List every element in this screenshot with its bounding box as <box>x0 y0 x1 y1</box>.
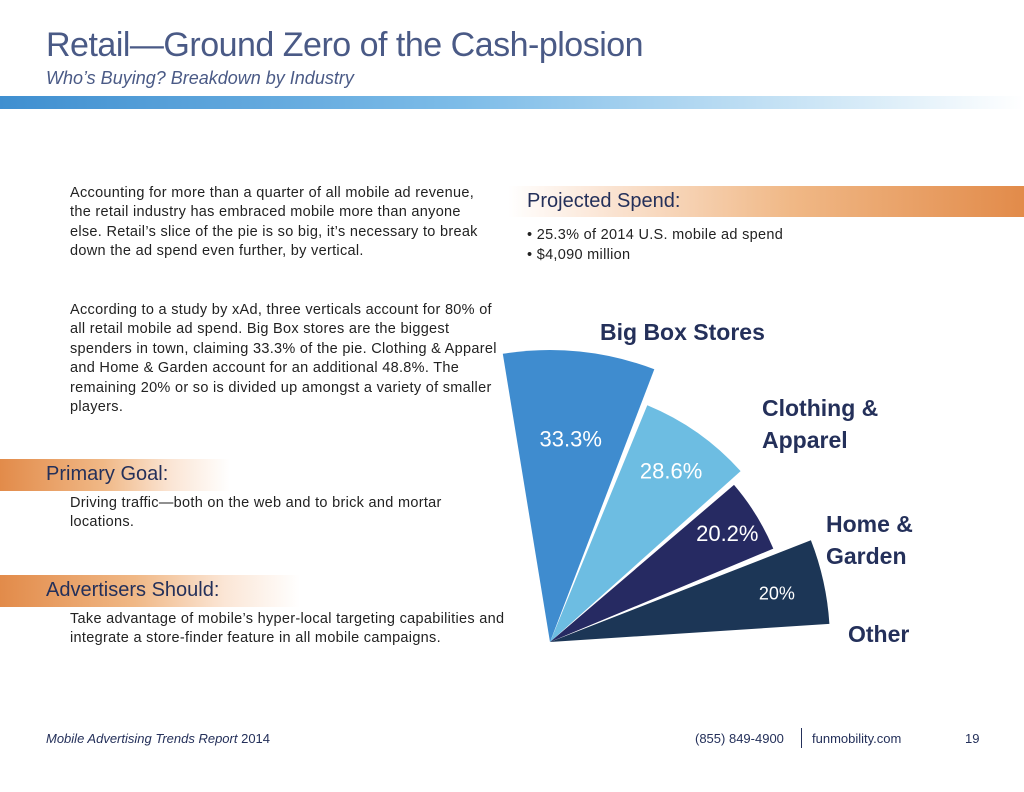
study-paragraph: According to a study by xAd, three verti… <box>70 302 497 416</box>
projected-spend-heading-bar: Projected Spend: <box>508 186 1024 217</box>
pie-value-label: 28.6% <box>640 459 702 484</box>
footer-report-title: Mobile Advertising Trends Report <box>46 731 238 746</box>
pie-slice <box>550 405 741 642</box>
pie-value-label: 33.3% <box>540 427 602 452</box>
projected-spend-heading: Projected Spend: <box>527 190 681 212</box>
footer-divider <box>801 728 802 748</box>
footer-phone: (855) 849-4900 <box>695 731 784 746</box>
pie-category-label-line: Garden <box>826 543 907 569</box>
primary-goal-text: Driving traffic—both on the web and to b… <box>70 495 442 531</box>
pie-category-label: Other <box>848 621 909 647</box>
pie-category-label-line: Other <box>848 621 909 647</box>
projected-spend-bullet: • 25.3% of 2014 U.S. mobile ad spend <box>527 227 784 243</box>
projected-spend-list: • 25.3% of 2014 U.S. mobile ad spend • $… <box>527 226 783 265</box>
pie-slice <box>550 484 774 642</box>
intro-paragraph: Accounting for more than a quarter of al… <box>70 185 478 260</box>
pie-slice <box>502 349 655 642</box>
advertisers-heading-bar: Advertisers Should: <box>0 575 300 607</box>
pie-slice <box>550 540 830 642</box>
page-title: Retail—Ground Zero of the Cash-plosion <box>46 26 644 64</box>
footer-report-name: Mobile Advertising Trends Report 2014 <box>46 731 270 746</box>
retail-spend-pie-chart: 33.3% Big Box Stores 28.6% Clothing & Appare… <box>502 319 913 647</box>
page-subtitle: Who’s Buying? Breakdown by Industry <box>46 68 354 88</box>
pie-category-label-line: Home & <box>826 511 913 537</box>
pie-category-label-line: Apparel <box>762 427 848 453</box>
pie-category-label: Big Box Stores <box>600 319 765 345</box>
advertisers-text: Take advantage of mobile’s hyper-local t… <box>70 611 505 647</box>
pie-category-label: Clothing & Apparel <box>762 395 878 453</box>
footer-website[interactable]: funmobility.com <box>812 731 902 746</box>
page-number: 19 <box>965 731 980 746</box>
advertisers-heading: Advertisers Should: <box>46 579 220 601</box>
pie-category-label: Home & Garden <box>826 511 913 569</box>
pie-category-label-line: Big Box Stores <box>600 319 765 345</box>
primary-goal-heading-bar: Primary Goal: <box>0 459 230 491</box>
pie-category-label-line: Clothing & <box>762 395 878 421</box>
footer-report-year: 2014 <box>237 731 271 746</box>
pie-value-label: 20.2% <box>696 521 758 546</box>
pie-value-label: 20% <box>759 584 795 604</box>
header-gradient-bar <box>0 96 1024 109</box>
projected-spend-bullet: • $4,090 million <box>527 246 631 263</box>
primary-goal-heading: Primary Goal: <box>46 463 169 485</box>
